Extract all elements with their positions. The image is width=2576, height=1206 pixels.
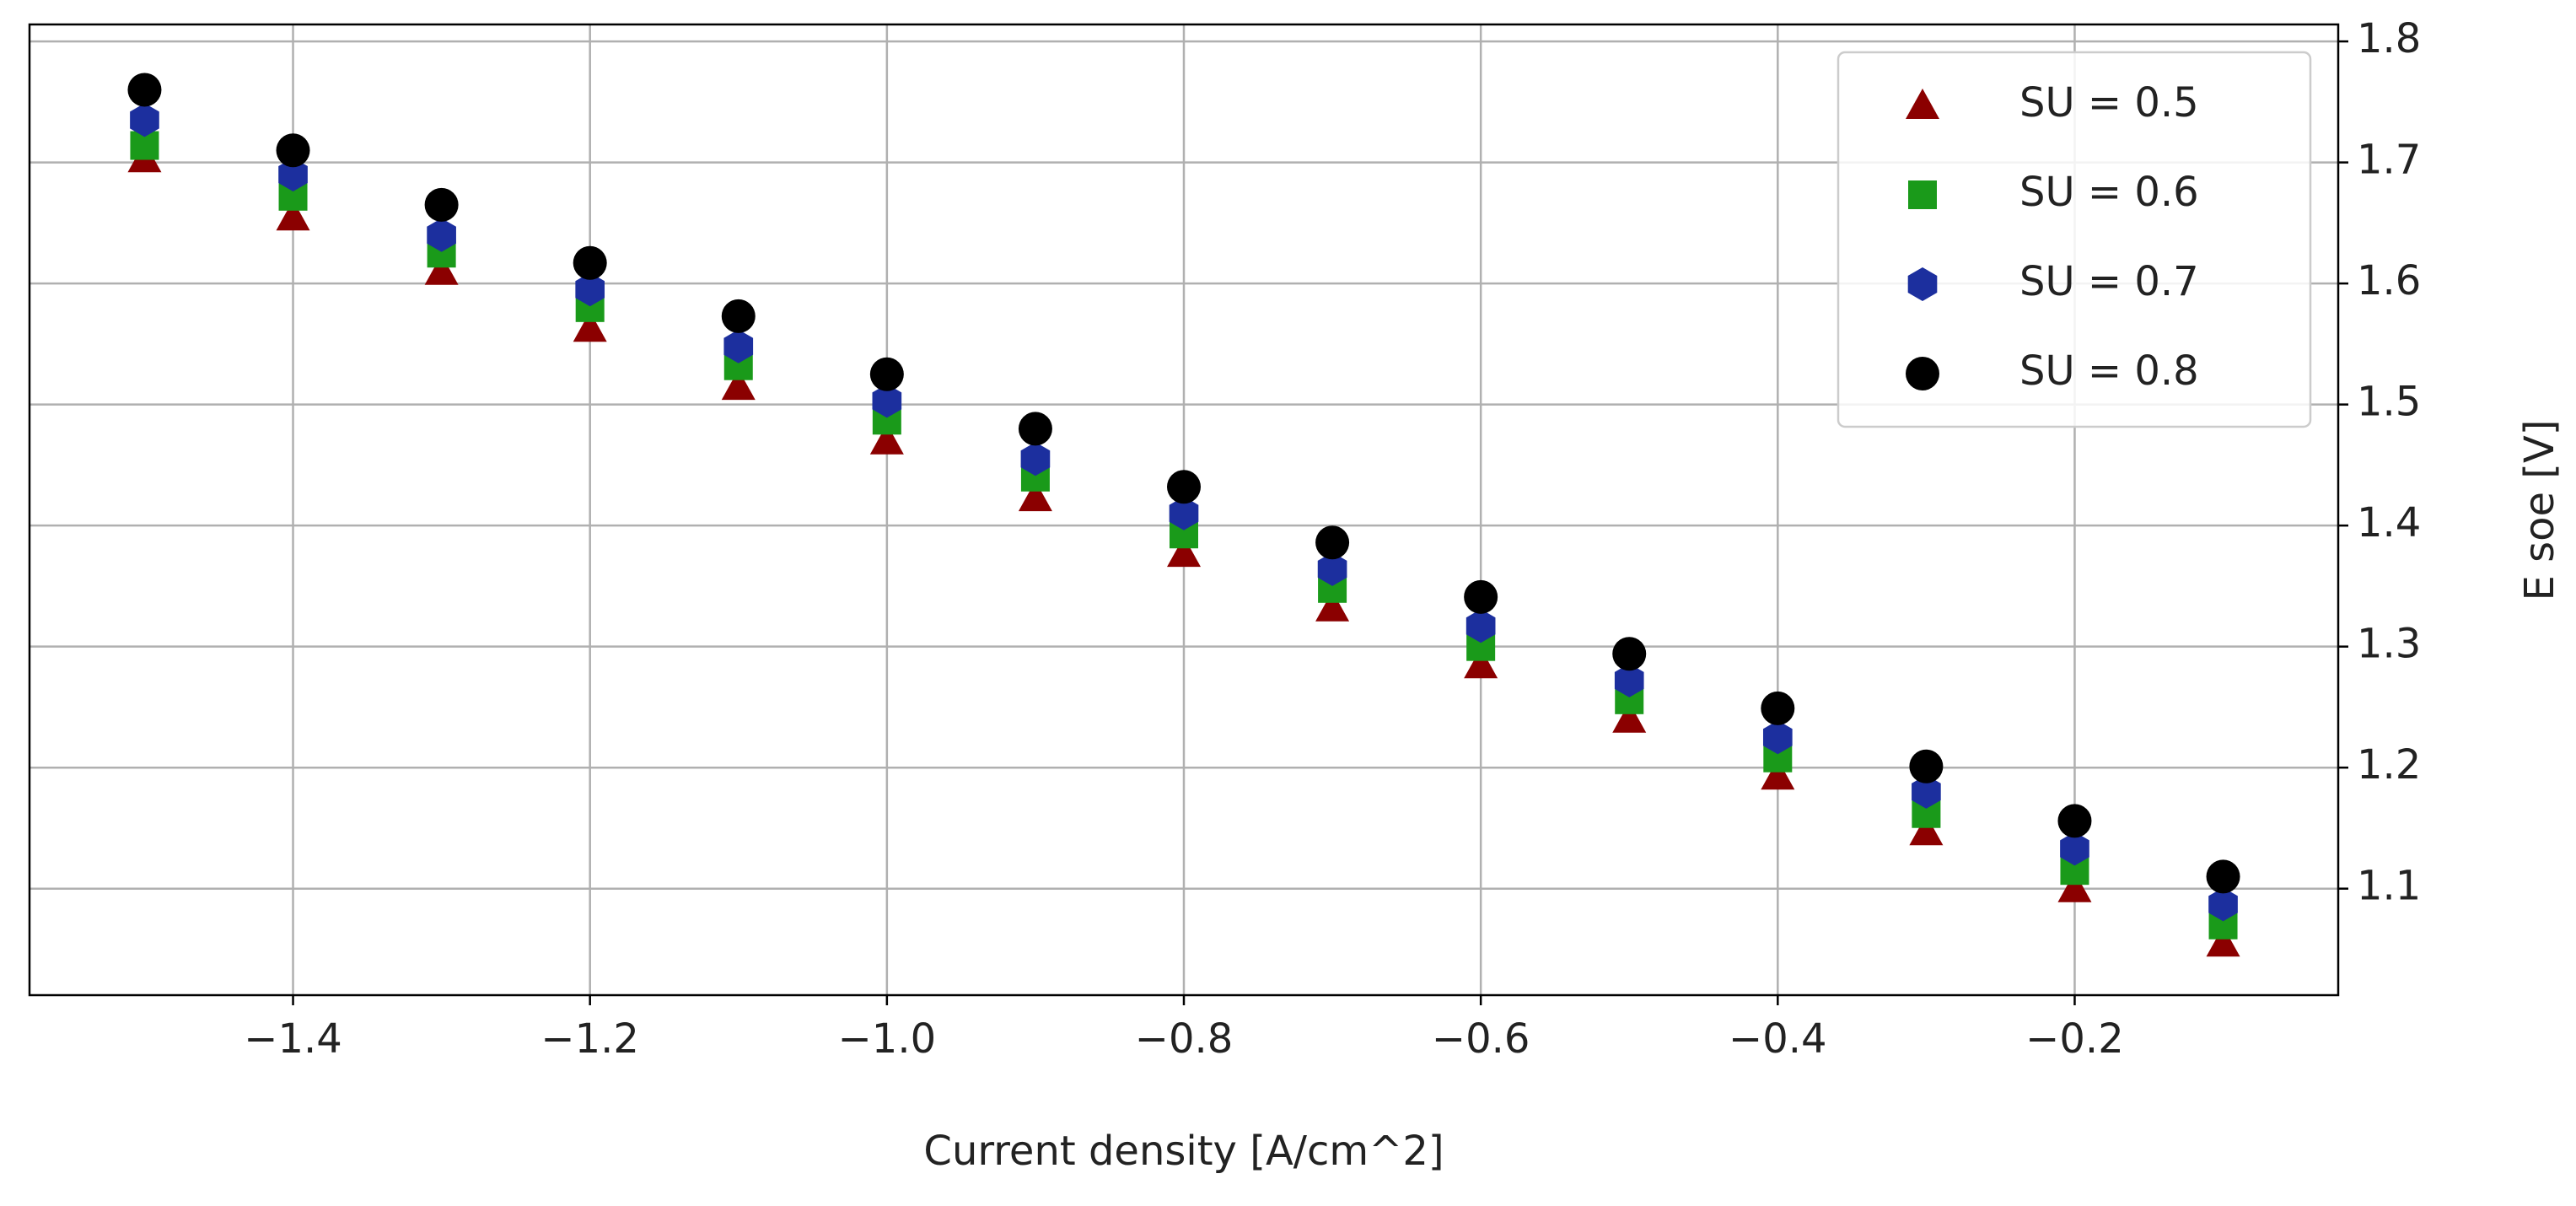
point [575, 272, 605, 307]
point [2057, 871, 2092, 902]
legend-label: SU = 0.5 [2019, 79, 2199, 127]
point [427, 218, 456, 252]
point [1018, 481, 1052, 512]
x-tick-label: −0.4 [1729, 1015, 1827, 1063]
point [1317, 552, 1347, 586]
point [869, 357, 904, 391]
point [1612, 637, 1647, 671]
legend-marker [1908, 180, 1937, 209]
point [1464, 648, 1498, 679]
x-tick-label: −0.8 [1135, 1015, 1234, 1063]
point [424, 254, 459, 285]
point [1315, 590, 1350, 622]
point [1762, 720, 1793, 755]
point [1761, 759, 1795, 790]
point [723, 329, 754, 363]
point [2208, 887, 2238, 922]
point [869, 423, 904, 455]
legend-box [1837, 51, 2312, 428]
point [2206, 926, 2240, 957]
point [573, 245, 607, 280]
y-tick-label: 1.6 [2357, 257, 2421, 304]
y-tick-label: 1.7 [2357, 137, 2421, 184]
point [573, 311, 607, 342]
point [127, 73, 162, 107]
point [1465, 609, 1496, 643]
point [1614, 663, 1644, 697]
y-axis-label: E soe [V] [2516, 419, 2563, 600]
point [1761, 691, 1795, 725]
x-axis-label: Current density [A/cm^2] [923, 1128, 1444, 1175]
point [1169, 496, 1199, 530]
y-tick-label: 1.5 [2357, 379, 2421, 426]
point [130, 103, 159, 137]
x-tick-label: −0.6 [1432, 1015, 1530, 1063]
point [276, 133, 310, 168]
point [1167, 470, 1201, 504]
point [1909, 749, 1944, 783]
y-tick-label: 1.3 [2357, 621, 2421, 668]
x-tick-label: −1.4 [244, 1015, 342, 1063]
point [1018, 412, 1052, 446]
legend-label: SU = 0.7 [2019, 258, 2199, 305]
point [2060, 832, 2089, 866]
point [1020, 442, 1051, 476]
point [721, 299, 756, 333]
x-tick-label: −1.0 [838, 1015, 937, 1063]
point [1912, 774, 1941, 809]
point [1909, 815, 1944, 846]
point [2057, 804, 2092, 838]
point [721, 369, 756, 401]
y-tick-label: 1.1 [2357, 863, 2421, 910]
legend-label: SU = 0.6 [2019, 169, 2199, 216]
x-tick-label: −0.2 [2025, 1015, 2124, 1063]
point [276, 200, 310, 231]
x-tick-label: −1.2 [540, 1015, 639, 1063]
point [2206, 859, 2240, 894]
legend-marker [1906, 89, 1939, 119]
legend-marker [1906, 357, 1939, 390]
point [1464, 579, 1498, 614]
point [872, 384, 902, 418]
y-tick-label: 1.4 [2357, 499, 2421, 546]
legend-marker [1907, 267, 1938, 301]
legend-label: SU = 0.8 [2019, 347, 2199, 395]
point [1612, 702, 1647, 733]
y-tick-label: 1.2 [2357, 741, 2421, 789]
point [1167, 536, 1201, 568]
point [424, 187, 459, 222]
y-tick-label: 1.8 [2357, 15, 2421, 62]
point [1315, 525, 1350, 560]
plot-frame [28, 23, 2340, 997]
point [278, 157, 308, 191]
